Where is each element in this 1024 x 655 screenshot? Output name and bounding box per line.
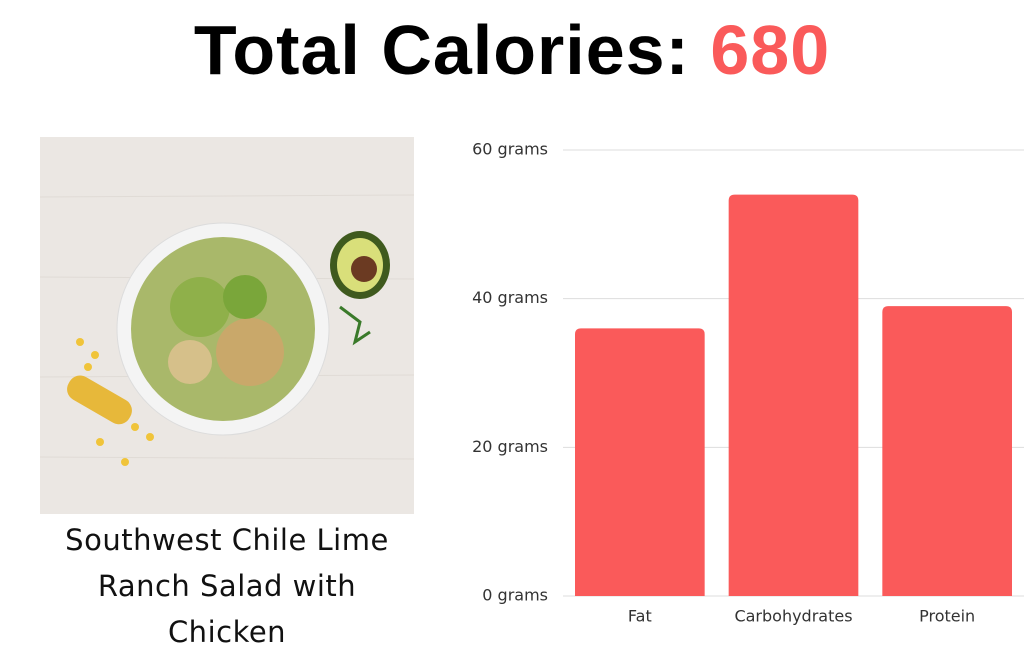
y-tick-label: 40 grams bbox=[472, 288, 548, 307]
y-tick-label: 0 grams bbox=[482, 586, 548, 605]
y-tick-label: 60 grams bbox=[472, 140, 548, 159]
x-tick-label: Protein bbox=[919, 607, 975, 626]
title: Total Calories: 680 bbox=[0, 8, 1024, 92]
bar bbox=[575, 328, 705, 596]
x-tick-label: Carbohydrates bbox=[734, 607, 852, 626]
caption: Southwest Chile Lime Ranch Salad with Ch… bbox=[65, 523, 389, 649]
title-text: Total Calories: bbox=[193, 11, 690, 89]
bar bbox=[728, 194, 859, 596]
bar bbox=[882, 306, 1012, 596]
calories: 680 bbox=[710, 11, 831, 89]
y-tick-label: 20 grams bbox=[472, 437, 548, 456]
food-photo bbox=[40, 137, 414, 514]
x-tick-label: Fat bbox=[628, 607, 652, 626]
